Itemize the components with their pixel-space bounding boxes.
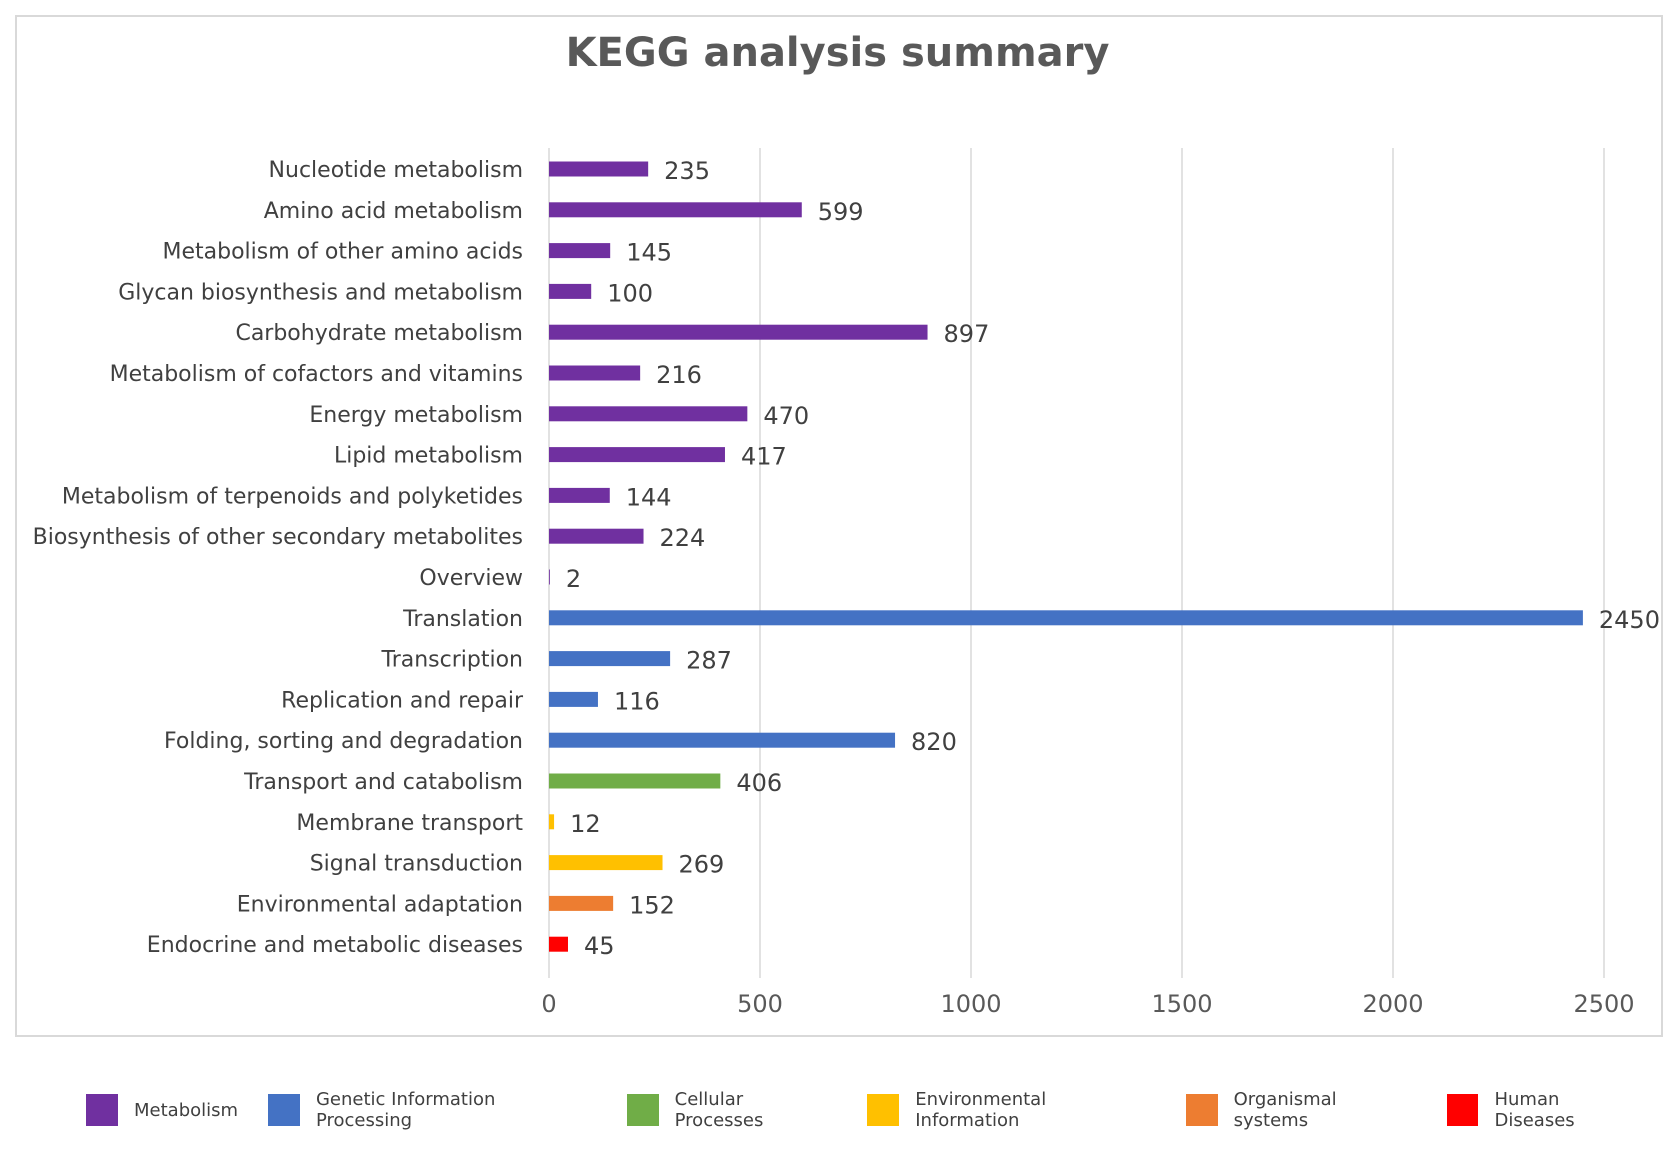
bar <box>549 569 550 585</box>
category-label: Translation <box>402 607 523 632</box>
bar <box>549 651 671 667</box>
bar <box>549 814 555 830</box>
category-label: Environmental adaptation <box>237 892 523 917</box>
legend-item: Genetic Information Processing <box>268 1089 597 1131</box>
legend-swatch <box>867 1094 900 1126</box>
data-label: 820 <box>911 728 957 756</box>
data-label: 2450 <box>1599 606 1660 634</box>
bar <box>549 610 1583 626</box>
chart-plot: 0 500 1000 1500 2000 2500 Nucleotide metabolis… <box>33 148 1660 1018</box>
legend-label: Metabolism <box>134 1099 239 1121</box>
x-tick-label: 500 <box>737 990 783 1018</box>
data-label: 897 <box>944 320 990 348</box>
category-label: Overview <box>419 566 523 591</box>
data-label: 269 <box>679 851 725 879</box>
legend-item: Organismal systems <box>1185 1089 1417 1131</box>
data-label: 599 <box>818 198 864 226</box>
data-label: 406 <box>736 769 782 797</box>
data-label: 235 <box>664 157 710 185</box>
legend-swatch <box>1185 1094 1218 1126</box>
bar <box>549 243 611 259</box>
data-label: 116 <box>614 687 660 715</box>
category-label: Metabolism of other amino acids <box>163 240 524 265</box>
chart-frame <box>15 15 1663 1037</box>
bar <box>549 324 928 340</box>
data-label: 470 <box>763 402 809 430</box>
category-label: Transcription <box>381 648 524 673</box>
data-label: 100 <box>607 279 653 307</box>
data-label: 152 <box>629 891 675 919</box>
legend-swatch <box>268 1094 300 1126</box>
category-label: Replication and repair <box>281 688 524 713</box>
bar <box>549 691 598 707</box>
bar <box>549 406 748 422</box>
x-tick-label: 2500 <box>1573 990 1634 1018</box>
category-label: Carbohydrate metabolism <box>235 321 523 346</box>
data-label: 45 <box>584 932 615 960</box>
legend: Metabolism Genetic Information Processing… <box>86 1089 1675 1131</box>
category-label: Amino acid metabolism <box>264 199 523 224</box>
chart-title: KEGG analysis summary <box>565 30 1110 76</box>
bar <box>549 936 568 952</box>
category-label: Lipid metabolism <box>334 444 523 469</box>
bar <box>549 161 649 177</box>
category-label: Glycan biosynthesis and metabolism <box>118 280 523 305</box>
data-label: 12 <box>570 810 601 838</box>
data-label: 417 <box>741 443 787 471</box>
bar <box>549 447 725 463</box>
bar <box>549 895 614 911</box>
legend-label: Human Diseases <box>1494 1089 1575 1131</box>
legend-item: Metabolism <box>86 1094 238 1126</box>
data-label: 144 <box>626 483 672 511</box>
legend-label: Organismal systems <box>1233 1089 1337 1131</box>
legend-item: Cellular Processes <box>626 1089 838 1131</box>
legend-label: Cellular Processes <box>674 1089 764 1131</box>
bar <box>549 732 896 748</box>
category-label: Metabolism of terpenoids and polyketides <box>62 484 523 509</box>
category-label: Biosynthesis of other secondary metaboli… <box>33 525 523 550</box>
legend-label: Genetic Information Processing <box>315 1089 496 1131</box>
data-label: 216 <box>656 361 702 389</box>
data-label: 287 <box>686 647 732 675</box>
x-tick-label: 2000 <box>1362 990 1423 1018</box>
bar <box>549 283 592 299</box>
bar <box>549 773 721 789</box>
category-label: Membrane transport <box>296 811 523 836</box>
category-label: Energy metabolism <box>309 403 523 428</box>
data-label: 2 <box>566 565 581 593</box>
category-label: Signal transduction <box>310 852 523 877</box>
bar <box>549 202 802 218</box>
legend-item: Environmental Information <box>867 1089 1155 1131</box>
data-label: 145 <box>626 239 672 267</box>
category-label: Endocrine and metabolic diseases <box>147 933 523 958</box>
x-tick-label: 0 <box>541 990 556 1018</box>
legend-swatch <box>626 1094 659 1126</box>
bar <box>549 365 641 381</box>
category-label: Nucleotide metabolism <box>269 158 523 183</box>
bar <box>549 487 610 503</box>
bar <box>549 855 663 871</box>
legend-swatch <box>86 1094 118 1126</box>
x-tick-label: 1500 <box>1151 990 1212 1018</box>
legend-label: Environmental Information <box>915 1089 1047 1131</box>
category-label: Metabolism of cofactors and vitamins <box>110 362 523 387</box>
legend-item: Human Diseases <box>1446 1089 1645 1131</box>
x-tick-label: 1000 <box>940 990 1001 1018</box>
bar <box>549 528 644 544</box>
category-label: Transport and catabolism <box>243 770 523 795</box>
category-label: Folding, sorting and degradation <box>164 729 523 754</box>
legend-swatch <box>1446 1094 1479 1126</box>
data-label: 224 <box>660 524 706 552</box>
